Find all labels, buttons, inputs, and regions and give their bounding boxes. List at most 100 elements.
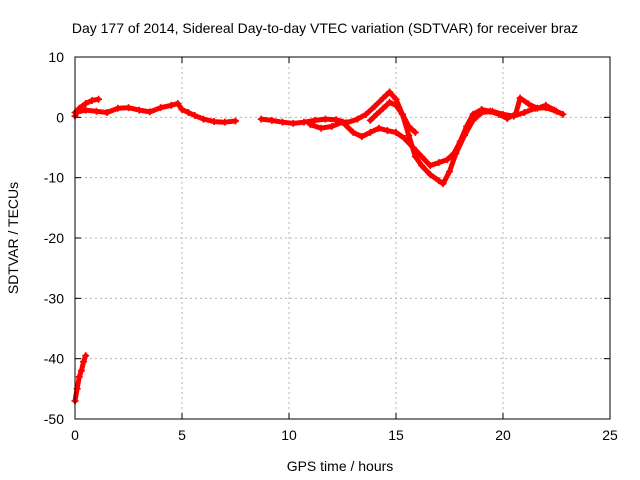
data-point (82, 106, 90, 114)
data-point (114, 104, 122, 112)
series-line (367, 99, 418, 135)
chart-title: Day 177 of 2014, Sidereal Day-to-day VTE… (72, 20, 578, 36)
data-point (92, 107, 100, 115)
data-point (495, 110, 503, 118)
y-tick-label: -30 (44, 290, 64, 306)
data-point (257, 115, 265, 123)
data-point (418, 162, 426, 170)
data-point (456, 137, 464, 145)
data-point (559, 110, 567, 118)
data-point (311, 116, 319, 124)
data-point (300, 118, 308, 126)
data-point (435, 177, 443, 185)
data-point (373, 110, 381, 118)
data-point (358, 133, 366, 141)
data-point (199, 115, 207, 123)
y-tick-label: -10 (44, 170, 64, 186)
data-point (82, 99, 90, 107)
data-point (379, 94, 387, 102)
data-point (443, 156, 451, 164)
series-trace-b-afternoon (306, 94, 558, 170)
data-point (516, 94, 524, 102)
data-point (411, 128, 419, 136)
series-trace-b-morning (71, 99, 239, 126)
data-point (289, 119, 297, 127)
data-point (439, 180, 447, 188)
data-point (82, 352, 90, 360)
x-tick-label: 25 (602, 427, 618, 443)
y-tick-label: -50 (44, 411, 64, 427)
data-point (221, 118, 229, 126)
data-point (533, 104, 541, 112)
data-point (426, 162, 434, 170)
y-tick-label: 10 (48, 49, 64, 65)
data-point (75, 373, 83, 381)
data-point (362, 110, 370, 118)
data-point (184, 109, 192, 117)
data-point (418, 153, 426, 161)
data-point (450, 150, 458, 158)
x-tick-label: 10 (281, 427, 297, 443)
data-point (366, 116, 374, 124)
data-point (392, 95, 400, 103)
data-point (446, 168, 453, 176)
data-point (435, 159, 443, 167)
data-point (279, 118, 287, 126)
x-tick-label: 15 (388, 427, 404, 443)
x-tick-label: 20 (495, 427, 511, 443)
data-point (77, 367, 85, 375)
data-point (463, 122, 471, 130)
y-tick-label: -20 (44, 230, 64, 246)
data-point (409, 144, 417, 151)
data-point (95, 95, 103, 103)
data-point (486, 107, 494, 115)
data-point (135, 106, 143, 114)
x-tick-label: 0 (71, 427, 79, 443)
data-point (520, 109, 528, 117)
data-point (317, 124, 325, 132)
data-point (386, 98, 394, 106)
data-point (210, 118, 218, 126)
data-point (371, 102, 379, 110)
data-point (349, 128, 357, 136)
data-point (366, 128, 374, 136)
data-point (398, 110, 406, 118)
data-point (103, 109, 111, 117)
data-point (503, 115, 511, 123)
data-point (525, 100, 533, 108)
data-point (411, 153, 419, 161)
data-point (268, 116, 276, 124)
data-point (339, 118, 346, 126)
y-tick-label: -40 (44, 351, 64, 367)
data-point (386, 88, 394, 96)
y-tick-label: 0 (56, 109, 64, 125)
data-point (321, 115, 329, 123)
series-trace-c-afternoon (366, 98, 419, 136)
data-point (353, 115, 361, 123)
data-point (174, 99, 182, 107)
data-point (178, 105, 186, 113)
data-point (405, 122, 413, 130)
data-point (542, 101, 550, 109)
data-point (306, 121, 314, 129)
x-axis-label: GPS time / hours (287, 458, 394, 474)
data-point (478, 105, 486, 113)
data-point (469, 110, 477, 118)
data-point (383, 127, 391, 135)
data-point (328, 122, 336, 130)
data-point (392, 128, 400, 136)
axis-ticks: 0 5 10 15 20 25 10 0 -10 -20 -30 -40 -50 (44, 49, 618, 443)
data-point (512, 110, 520, 118)
data-point (392, 101, 400, 109)
data-point (375, 124, 383, 132)
x-tick-label: 5 (178, 427, 186, 443)
data-point (88, 96, 96, 104)
data-point (550, 106, 558, 114)
data-point (405, 131, 413, 139)
data-point (232, 117, 239, 125)
data-point (167, 101, 175, 109)
data-point (157, 104, 165, 112)
data-series (71, 88, 567, 405)
